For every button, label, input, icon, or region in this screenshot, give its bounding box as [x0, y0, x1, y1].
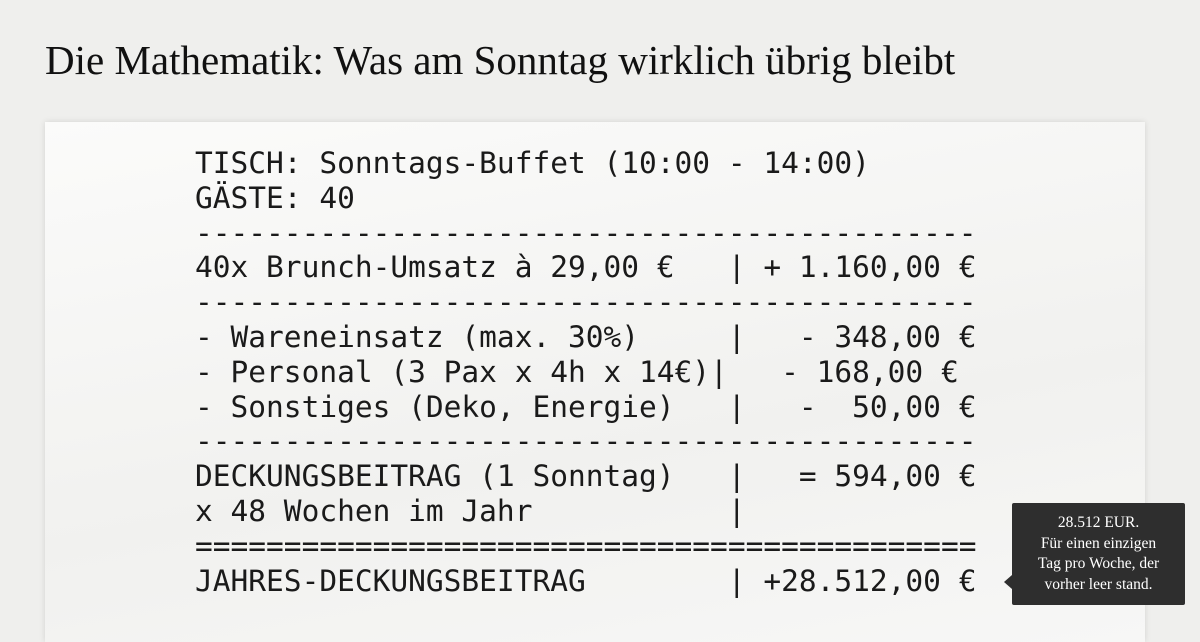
page: Die Mathematik: Was am Sonntag wirklich … — [45, 37, 1185, 642]
receipt-line: - Sonstiges (Deko, Energie) | - 50,00 € — [195, 389, 977, 424]
receipt-line: ========================================… — [195, 528, 977, 563]
receipt-line: DECKUNGSBEITRAG (1 Sonntag) | = 594,00 € — [195, 459, 977, 494]
receipt-line: TISCH: Sonntags-Buffet (10:00 - 14:00) — [195, 146, 870, 180]
tooltip-line: vorher leer stand. — [1044, 575, 1153, 593]
tooltip: 28.512 EUR. Für einen einzigen Tag pro Woc… — [1004, 503, 1185, 605]
tooltip-line: Für einen einzigen — [1040, 534, 1157, 552]
receipt-line: x 48 Wochen im Jahr | — [195, 493, 746, 528]
receipt-line: - Wareneinsatz (max. 30%) | - 348,00 € — [195, 319, 977, 354]
receipt-line: ----------------------------------------… — [195, 285, 977, 320]
page-title: Die Mathematik: Was am Sonntag wirklich … — [45, 37, 956, 83]
tooltip-line: Tag pro Woche, der — [1037, 555, 1160, 572]
receipt-line: JAHRES-DECKUNGSBEITRAG | +28.512,00 € — [195, 563, 977, 598]
receipt-line: ----------------------------------------… — [195, 215, 977, 250]
receipt-line: - Personal (3 Pax x 4h x 14€)| - 168,00 … — [195, 354, 959, 389]
tooltip-line: 28.512 EUR. — [1057, 514, 1140, 531]
receipt: TISCH: Sonntags-Buffet (10:00 - 14:00) GÄ… — [195, 146, 976, 598]
receipt-paper — [45, 122, 1145, 642]
receipt-line: GÄSTE: 40 — [195, 180, 355, 215]
receipt-line: 40x Brunch-Umsatz à 29,00 € | + 1.160,00… — [195, 250, 977, 285]
receipt-line: ----------------------------------------… — [195, 424, 977, 459]
